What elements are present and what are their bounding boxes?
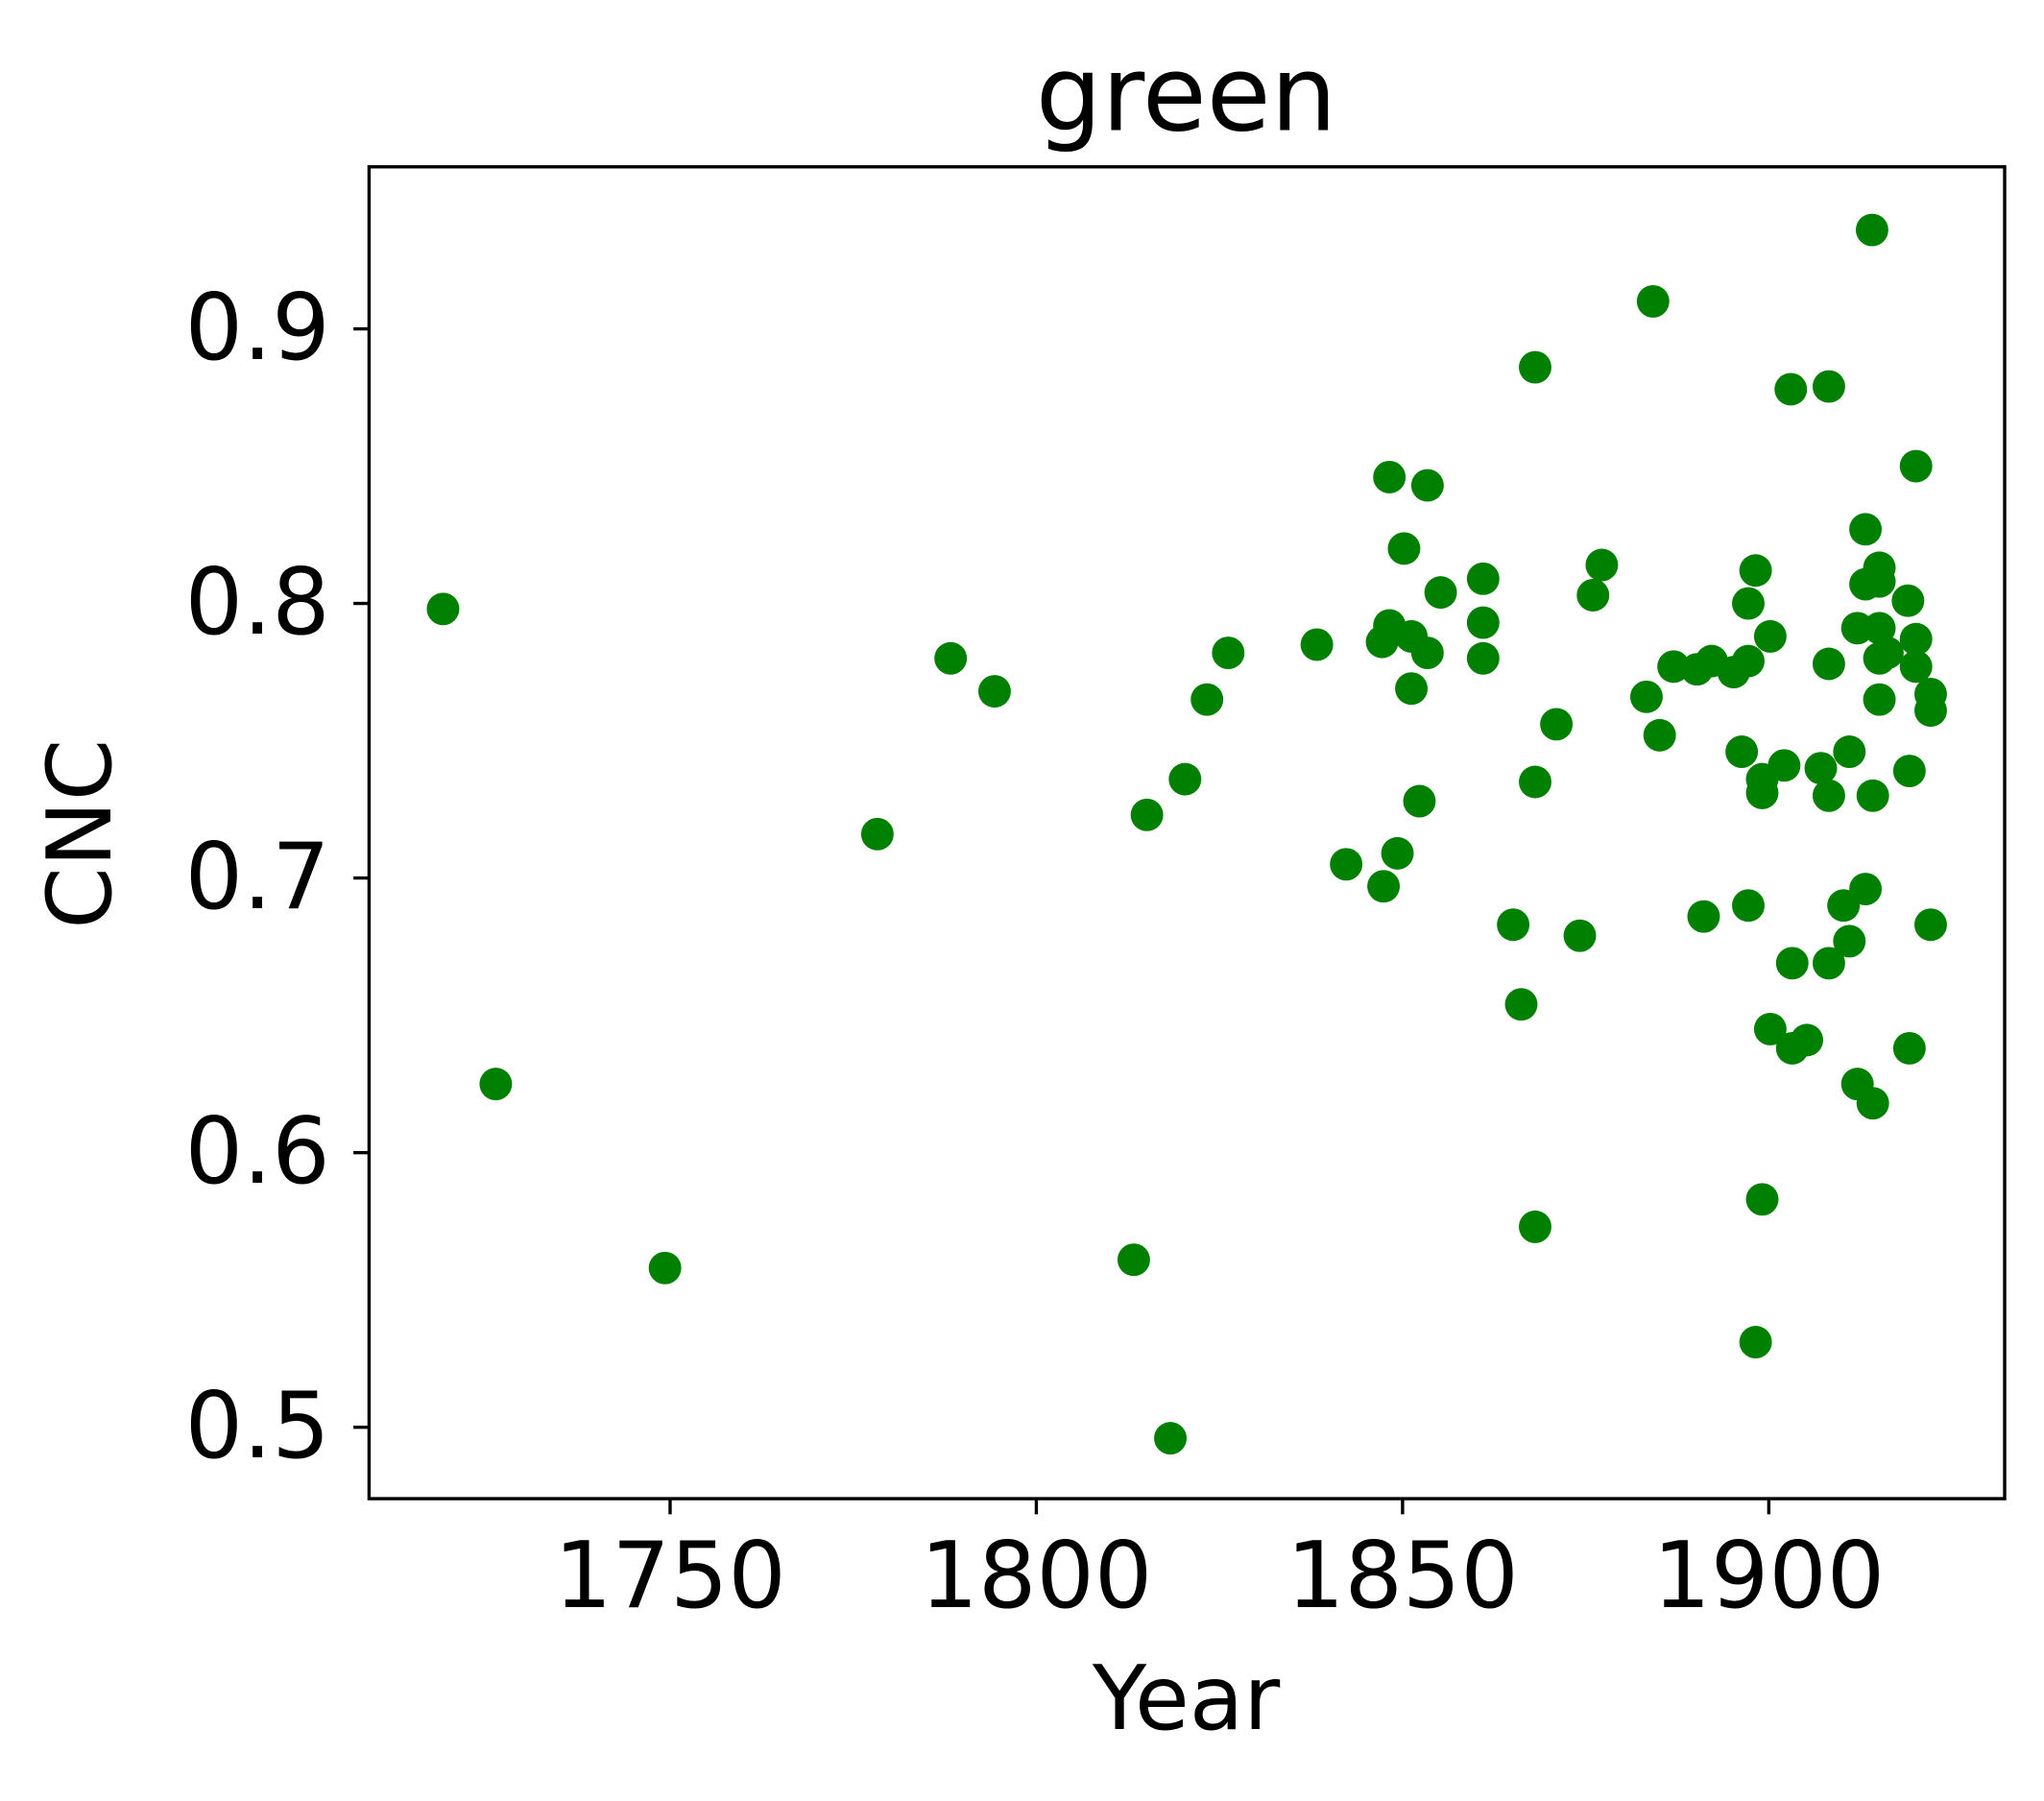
data-point <box>1585 548 1619 582</box>
data-point <box>1519 350 1551 384</box>
data-point <box>1519 1210 1551 1243</box>
data-point <box>1519 765 1551 799</box>
data-point <box>1403 784 1436 818</box>
data-point <box>1504 988 1538 1021</box>
data-point <box>1725 735 1759 768</box>
data-point <box>1130 798 1164 831</box>
data-point <box>479 1068 513 1101</box>
x-tick-label: 1850 <box>1287 1524 1519 1629</box>
data-point <box>1395 672 1429 706</box>
y-tick-label: 0.9 <box>185 276 330 381</box>
data-point <box>860 817 894 851</box>
data-point <box>1856 1087 1889 1120</box>
data-point <box>1753 619 1787 653</box>
data-point <box>1870 636 1904 670</box>
data-point <box>1849 513 1883 546</box>
data-point <box>1804 752 1838 785</box>
data-point <box>1732 889 1765 923</box>
data-point <box>1168 762 1202 796</box>
data-point <box>934 641 968 675</box>
plot-frame <box>367 165 2007 1501</box>
data-point <box>1753 1012 1787 1045</box>
data-point <box>1330 848 1363 881</box>
data-point <box>1863 612 1896 645</box>
data-point <box>1300 628 1334 661</box>
x-tick-label: 1800 <box>921 1524 1153 1629</box>
data-point <box>1812 647 1845 681</box>
y-tick-label: 0.5 <box>185 1374 330 1479</box>
data-point <box>1855 213 1888 247</box>
data-point <box>1863 564 1896 598</box>
data-point <box>1745 776 1779 809</box>
data-point <box>1387 532 1421 565</box>
data-point <box>977 675 1011 708</box>
data-point <box>1892 1031 1926 1065</box>
data-point <box>1732 587 1765 620</box>
data-point <box>1643 718 1676 752</box>
data-point <box>1466 562 1500 595</box>
data-point <box>1576 579 1610 612</box>
data-point <box>1775 947 1809 980</box>
data-point <box>1212 636 1245 670</box>
data-point <box>1367 870 1401 903</box>
data-point <box>1410 468 1444 502</box>
data-point <box>1791 1023 1823 1057</box>
data-point <box>1466 606 1500 639</box>
data-point <box>1497 908 1530 942</box>
data-point <box>1154 1422 1188 1455</box>
data-point <box>1899 622 1933 656</box>
data-point <box>1629 680 1663 713</box>
data-point <box>1812 370 1845 403</box>
data-point <box>1913 908 1947 942</box>
data-point <box>1117 1243 1150 1277</box>
y-axis-label: CNC <box>28 739 132 929</box>
y-tick-label: 0.6 <box>185 1099 330 1205</box>
data-point <box>1745 1183 1779 1216</box>
data-point <box>1812 779 1845 812</box>
data-point <box>1373 461 1407 493</box>
data-point <box>1190 683 1224 716</box>
data-point <box>1563 919 1597 952</box>
data-point <box>1891 584 1925 617</box>
data-point <box>1424 576 1457 610</box>
data-point <box>1833 925 1866 958</box>
data-point <box>648 1251 682 1285</box>
data-point <box>1739 1326 1772 1358</box>
data-point <box>1812 947 1845 980</box>
data-point <box>1466 641 1500 675</box>
data-point <box>1849 873 1883 906</box>
data-point <box>1767 749 1801 782</box>
data-point <box>1833 735 1866 768</box>
y-tick-label: 0.8 <box>185 550 330 656</box>
data-point <box>1732 644 1765 678</box>
data-point <box>1892 755 1926 788</box>
data-point <box>1899 449 1933 483</box>
y-tick-label: 0.7 <box>185 825 330 930</box>
data-point <box>1410 636 1444 670</box>
chart-title: green <box>1036 34 1337 156</box>
data-point <box>1739 554 1772 588</box>
data-point <box>1636 284 1670 318</box>
data-point <box>1856 779 1889 812</box>
data-point <box>1774 372 1808 406</box>
data-point <box>1913 694 1947 728</box>
data-point <box>1899 650 1933 684</box>
data-point <box>1863 683 1896 716</box>
x-tick-label: 1750 <box>554 1524 786 1629</box>
x-axis-label: Year <box>1092 1646 1280 1750</box>
data-point <box>1687 900 1720 933</box>
data-point <box>426 592 460 626</box>
data-point <box>1381 836 1414 870</box>
x-tick-label: 1900 <box>1652 1524 1885 1629</box>
data-point <box>1540 708 1574 741</box>
